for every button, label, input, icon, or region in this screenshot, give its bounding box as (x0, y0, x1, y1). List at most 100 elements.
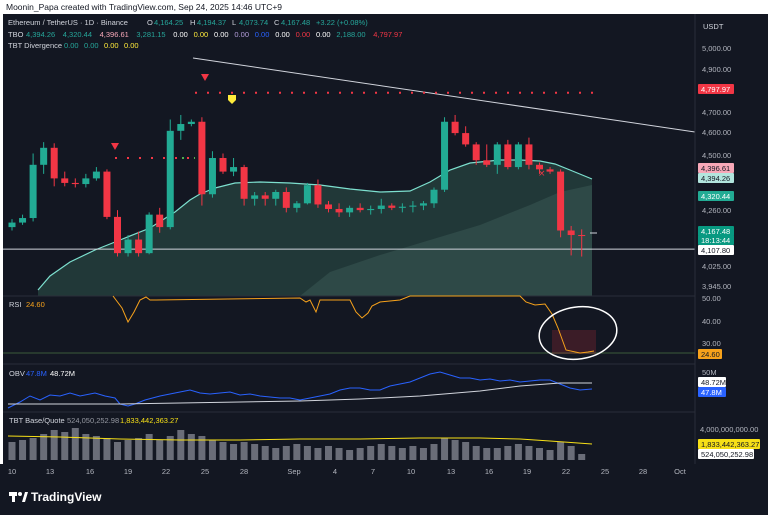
base-quote-bar (19, 440, 27, 460)
base-value-2: 1,833,442,363.27 (120, 416, 178, 425)
time-tick: Sep (287, 467, 300, 476)
candle-body (557, 171, 565, 231)
obv-pane: OBV 47.8M 48.72M (7, 369, 593, 409)
candle-body (567, 230, 575, 236)
base-label: TBT Base/Quote (9, 416, 65, 425)
rsi-oversold-fill (552, 330, 596, 354)
legend-divergence-value: 0.00 (64, 41, 79, 50)
watermark-text: Moonin_Papa created with TradingView.com… (6, 2, 283, 12)
legend-tbo-value: 0.00 (194, 30, 209, 39)
base-quote-bar (103, 438, 111, 460)
base-quote-bar (325, 446, 332, 460)
candle-body (103, 171, 111, 217)
trendline[interactable] (192, 57, 696, 133)
candle-body (335, 208, 343, 213)
base-quote-pane: TBT Base/Quote 524,050,252.98 1,833,442,… (7, 416, 593, 460)
base-quote-bar (50, 430, 58, 460)
legend-divergence-value: 0.00 (84, 41, 99, 50)
time-axis[interactable]: 10 13 16 19 22 25 28 Sep 4 7 10 13 16 19 22 25 28 Oct (8, 467, 687, 476)
candle-body (578, 235, 586, 237)
candle-body (430, 189, 438, 204)
base-quote-bar (514, 444, 522, 460)
base-value-1: 524,050,252.98 (67, 416, 119, 425)
candle-body (514, 144, 522, 168)
base-quote-bar (462, 442, 470, 460)
candle-body (377, 205, 385, 209)
candle-body (462, 133, 470, 145)
candle-body (8, 222, 16, 228)
sell-signal-icon (111, 143, 119, 150)
tradingview-logo[interactable]: TradingView (9, 490, 102, 504)
currency-label[interactable]: USDT (703, 22, 724, 31)
candle-body (282, 191, 290, 208)
obv-value-2: 48.72M (50, 369, 75, 378)
price-badge (698, 226, 734, 236)
time-tick: 4 (333, 467, 337, 476)
base-quote-bar (40, 434, 48, 460)
candle-body (325, 204, 332, 209)
base-quote-bar (187, 434, 195, 460)
price-tick: 4,900.00 (702, 65, 731, 74)
base-quote-line (7, 435, 593, 445)
obv-value-1: 47.8M (26, 369, 47, 378)
base-quote-bar (546, 450, 554, 460)
rsi-tick: 40.00 (702, 317, 721, 326)
legend-ohlc: O 4,164.25 H 4,194.37 L 4,073.74 C 4,167… (147, 18, 368, 27)
price-tick: 4,260.00 (702, 206, 731, 215)
obv-tick: 50M (702, 368, 717, 377)
base-quote-bar (114, 442, 121, 460)
base-quote-bar (293, 444, 301, 460)
candle-body (472, 144, 480, 161)
base-quote-bar (398, 448, 406, 460)
bottom-bar (0, 464, 768, 515)
candle-body (441, 121, 449, 190)
candle-body (50, 147, 58, 179)
base-quote-bar (451, 440, 459, 460)
obv-signal-line (8, 382, 592, 405)
candle-body (272, 191, 280, 199)
base-quote-bar (483, 448, 491, 460)
base-quote-bar (493, 448, 501, 460)
legend-tbo-value: 0.00 (214, 30, 229, 39)
tv-logo-icon (12, 492, 15, 502)
rsi-circle-annotation[interactable] (536, 302, 620, 364)
candle-body (166, 130, 174, 228)
legend-l-label: L (232, 18, 236, 27)
candle-body (504, 144, 512, 168)
candle-body (82, 178, 90, 185)
price-badge-text: 4,320.44 (701, 192, 730, 201)
candle-body (356, 207, 364, 211)
candle-body (388, 205, 396, 208)
price-badge-text: 4,396.61 (701, 164, 730, 173)
candle-body (219, 158, 227, 172)
base-quote-bar (430, 444, 438, 460)
base-quote-bar (578, 454, 586, 460)
candle-body (525, 144, 533, 165)
price-tick: 4,600.00 (702, 128, 731, 137)
base-quote-bar (335, 448, 343, 460)
legend-tbo-value: 3,281.15 (136, 30, 165, 39)
base-quote-bar (29, 438, 37, 460)
baseline-cloud-inner (300, 185, 592, 296)
legend-divergence-value: 0.00 (104, 41, 119, 50)
candle-body (40, 147, 48, 165)
time-tick: Oct (674, 467, 687, 476)
base-quote-bar (208, 440, 216, 460)
base-quote-bar (198, 436, 206, 460)
base-axis: 4,000,000,000.00 1,833,442,363.27 524,05… (698, 425, 760, 459)
rsi-badge (698, 349, 722, 359)
base-quote-bar (388, 446, 396, 460)
watermark-bar: Moonin_Papa created with TradingView.com… (0, 0, 768, 14)
rsi-tick: 50.00 (702, 294, 721, 303)
rsi-tick: 30.00 (702, 339, 721, 348)
candle-body (398, 206, 406, 208)
time-tick: 16 (86, 467, 94, 476)
candle-body (483, 160, 491, 165)
candle-body (19, 218, 27, 223)
candle-body (451, 121, 459, 134)
obv-label: OBV (9, 369, 25, 378)
base-quote-bar (441, 438, 449, 460)
base-badge-1-text: 1,833,442,363.27 (701, 440, 759, 449)
obv-badge-1 (698, 377, 726, 387)
